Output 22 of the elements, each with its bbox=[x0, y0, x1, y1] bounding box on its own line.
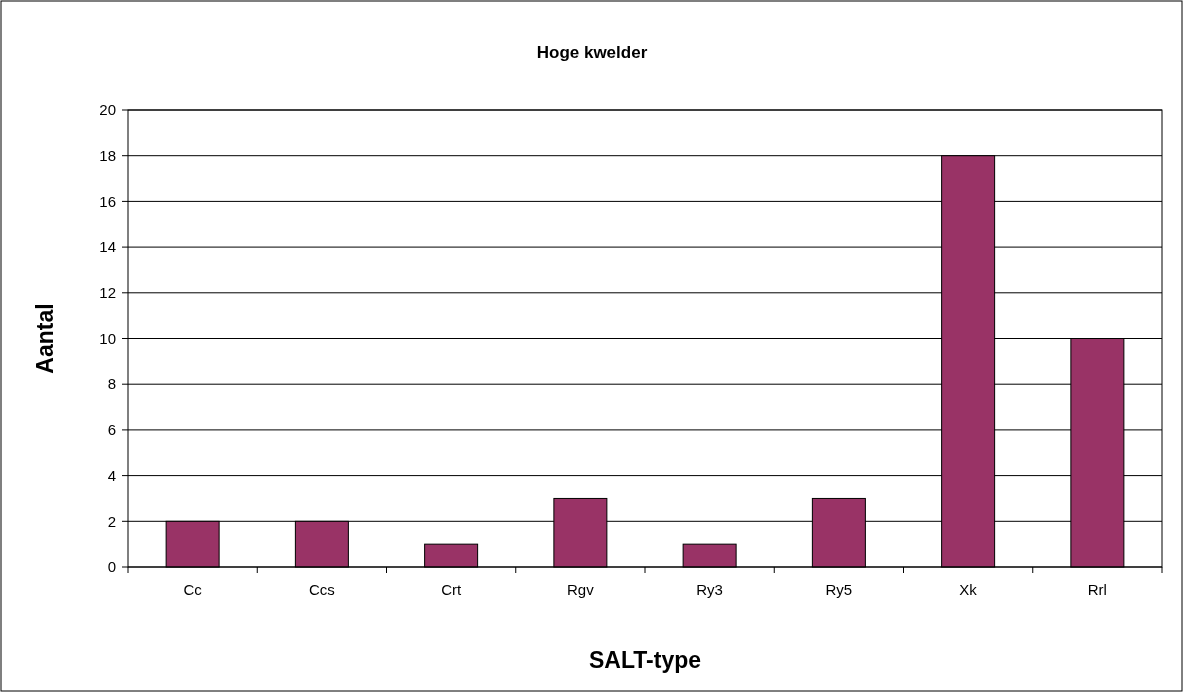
x-axis-title: SALT-type bbox=[588, 647, 702, 673]
x-tick-label: Rgv bbox=[567, 581, 595, 598]
y-tick-label: 14 bbox=[99, 238, 116, 256]
x-tick-label: Crt bbox=[441, 581, 462, 598]
chart-title: Hoge kwelder bbox=[536, 43, 648, 62]
y-tick-label: 16 bbox=[99, 192, 116, 210]
y-tick-label: 20 bbox=[99, 101, 116, 119]
x-tick-label: Ry5 bbox=[825, 581, 853, 598]
x-tick-label: Rrl bbox=[1087, 581, 1107, 598]
y-tick-label: 18 bbox=[99, 146, 116, 164]
y-tick-label: 6 bbox=[107, 421, 116, 439]
x-tick-label: Ry3 bbox=[696, 581, 723, 598]
y-tick-label: 0 bbox=[107, 558, 116, 576]
y-tick-label: 10 bbox=[99, 329, 116, 347]
x-tick-label: Xk bbox=[959, 581, 978, 598]
y-tick-label: 12 bbox=[99, 284, 116, 302]
y-tick-label: 4 bbox=[107, 466, 116, 484]
y-tick-label: 8 bbox=[107, 375, 116, 393]
y-axis-title: Aantal bbox=[32, 303, 58, 374]
y-tick-label: 2 bbox=[107, 512, 116, 530]
x-tick-label: Cc bbox=[183, 581, 203, 598]
x-tick-label: Ccs bbox=[308, 581, 335, 598]
